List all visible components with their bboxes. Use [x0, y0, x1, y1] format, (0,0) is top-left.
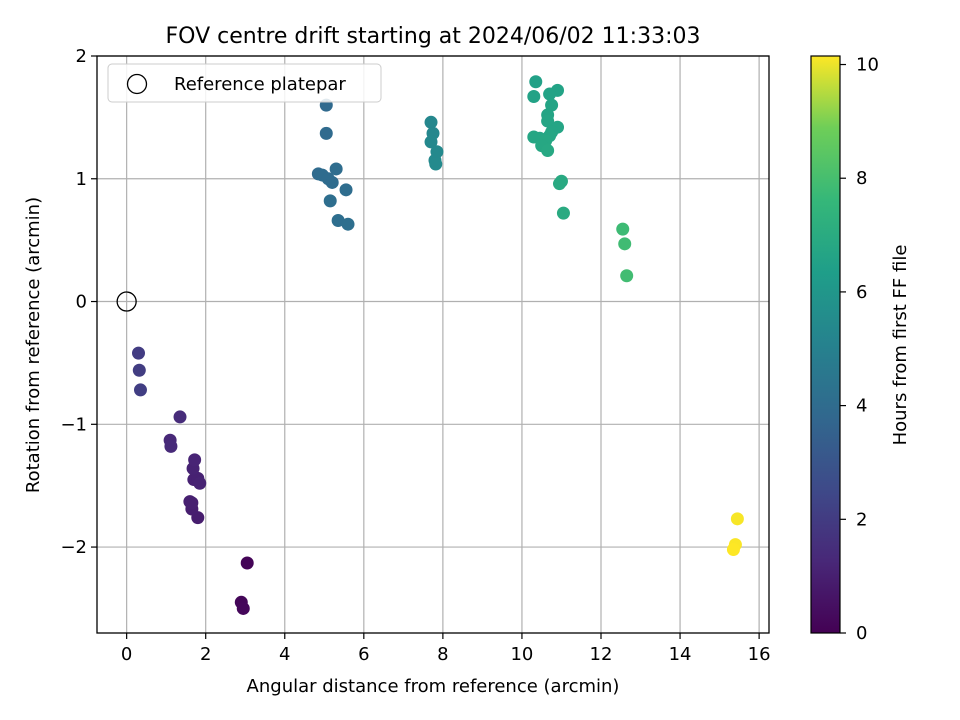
scatter-point [193, 476, 207, 490]
colorbar-ticks: 0 2 4 6 8 10 [840, 55, 879, 644]
data-points [116, 75, 744, 615]
y-tick-label: −2 [60, 537, 87, 558]
scatter-point [424, 115, 438, 129]
scatter-point [424, 135, 438, 149]
y-axis-label: Rotation from reference (arcmin) [23, 197, 44, 493]
scatter-point [541, 114, 555, 128]
scatter-point [726, 543, 740, 557]
colorbar-gradient [810, 55, 841, 634]
x-tick-label: 12 [590, 644, 613, 665]
legend-box [107, 63, 382, 103]
colorbar-tick-label: 2 [856, 509, 867, 530]
legend-marker-circle-icon [126, 73, 148, 95]
scatter-point [545, 98, 559, 112]
scatter-point [164, 439, 178, 453]
scatter-point [618, 237, 632, 251]
colorbar-tick-label: 6 [856, 282, 867, 303]
scatter-point [527, 90, 541, 104]
scatter-point [730, 512, 744, 526]
scatter-point [329, 162, 343, 176]
scatter-point [331, 214, 345, 228]
scatter-point [319, 126, 333, 140]
scatter-point [185, 496, 199, 510]
scatter-point [132, 346, 146, 360]
scatter-point [132, 363, 146, 377]
colorbar-tick-label: 8 [856, 168, 867, 189]
x-tick-label: 4 [279, 644, 290, 665]
scatter-point [616, 222, 630, 236]
scatter-point [173, 410, 187, 424]
scatter-point [429, 157, 443, 171]
x-tick-label: 16 [748, 644, 771, 665]
legend-label: Reference platepar [174, 74, 346, 95]
x-tick-label: 10 [510, 644, 533, 665]
x-tick-label: 6 [358, 644, 369, 665]
colorbar: 0 2 4 6 8 10 Hours from first FF file [810, 55, 911, 644]
scatter-point [323, 194, 337, 208]
y-tick-label: 0 [76, 292, 87, 313]
x-tick-label: 14 [669, 644, 692, 665]
y-tick-label: 2 [76, 46, 87, 67]
scatter-point [543, 87, 557, 101]
scatter-point [188, 453, 202, 467]
scatter-point [339, 183, 353, 197]
reference-point-marker [116, 291, 137, 312]
colorbar-tick-label: 0 [856, 623, 867, 644]
scatter-point [541, 144, 555, 158]
y-tick-label: −1 [60, 414, 87, 435]
scatter-point [236, 601, 250, 615]
plot-frame [96, 55, 770, 634]
scatter-point [552, 177, 566, 191]
scatter-point [620, 269, 634, 283]
scatter-point [240, 556, 254, 570]
colorbar-tick-label: 10 [856, 55, 879, 76]
colorbar-label: Hours from first FF file [890, 245, 911, 446]
scatter-point [325, 175, 339, 189]
x-axis-label: Angular distance from reference (arcmin) [247, 676, 620, 697]
scatter-point [133, 383, 147, 397]
legend: Reference platepar [107, 63, 382, 103]
x-tick-label: 8 [437, 644, 448, 665]
scatter-point [529, 75, 543, 89]
scatter-point [556, 206, 570, 220]
x-tick-label: 2 [200, 644, 211, 665]
colorbar-tick-label: 4 [856, 396, 867, 417]
x-tick-label: 0 [121, 644, 132, 665]
chart-title: FOV centre drift starting at 2024/06/02 … [166, 24, 701, 49]
y-tick-label: 1 [76, 169, 87, 190]
scatter-point [341, 217, 355, 231]
